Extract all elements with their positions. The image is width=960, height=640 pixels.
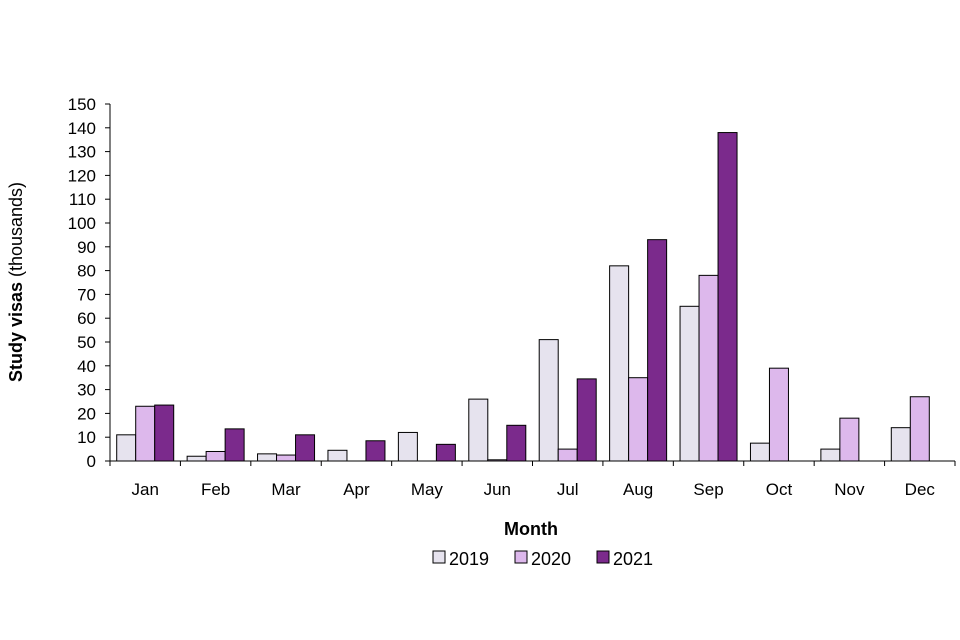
bar-2019-jun bbox=[468, 398, 489, 462]
y-tick-label: 100 bbox=[68, 214, 96, 233]
bar-2021-jul bbox=[576, 378, 597, 462]
bar-2021-mar bbox=[295, 434, 316, 462]
bar-2021-apr bbox=[365, 440, 386, 462]
y-tick-label: 0 bbox=[87, 452, 96, 471]
bar-2021-may bbox=[435, 443, 456, 462]
x-tick-label: Jan bbox=[131, 480, 158, 499]
bar-2019-nov bbox=[820, 448, 841, 462]
y-tick-label: 20 bbox=[77, 404, 96, 423]
y-tick-label: 90 bbox=[77, 238, 96, 257]
y-tick-label: 40 bbox=[77, 357, 96, 376]
x-tick-label: Jul bbox=[557, 480, 579, 499]
legend: 2019 2020 2021 bbox=[432, 549, 653, 569]
bar-2021-jun bbox=[506, 424, 527, 462]
x-axis-title: Month bbox=[504, 519, 558, 539]
x-tick-label: Mar bbox=[271, 480, 301, 499]
legend-label-2021: 2021 bbox=[613, 549, 653, 569]
bar-2019-may bbox=[397, 431, 418, 462]
x-tick-label: Apr bbox=[343, 480, 370, 499]
bar-2020-mar bbox=[276, 454, 297, 462]
x-tick-label: Feb bbox=[201, 480, 230, 499]
bar-2019-oct bbox=[749, 442, 770, 462]
y-tick-label: 30 bbox=[77, 381, 96, 400]
bar-2020-aug bbox=[628, 377, 649, 462]
bar-2019-feb bbox=[186, 455, 207, 462]
bar-2021-feb bbox=[224, 428, 245, 462]
x-tick-label: May bbox=[411, 480, 444, 499]
bar-2020-dec bbox=[909, 396, 930, 462]
legend-swatch-2019 bbox=[432, 550, 446, 564]
y-axis-title: Study visas (thousands) bbox=[6, 182, 26, 382]
legend-label-2020: 2020 bbox=[531, 549, 571, 569]
legend-swatch-2020 bbox=[514, 550, 528, 564]
x-tick-label: Nov bbox=[834, 480, 865, 499]
bar-2020-oct bbox=[768, 367, 789, 462]
y-axis-title-bold: Study visas bbox=[6, 282, 26, 382]
bar-2020-jan bbox=[135, 405, 156, 462]
y-tick-label: 120 bbox=[68, 166, 96, 185]
y-tick-label: 10 bbox=[77, 428, 96, 447]
x-tick-label: Oct bbox=[766, 480, 793, 499]
x-axis-ticks: Jan Feb Mar Apr May Jun Jul Aug Sep Oct Nov Dec bbox=[109, 461, 956, 499]
bar-2021-sep bbox=[717, 132, 738, 462]
bar-2019-sep bbox=[679, 305, 700, 462]
bar-2019-mar bbox=[257, 453, 278, 462]
x-tick-label: Sep bbox=[693, 480, 723, 499]
bar-2021-jan bbox=[154, 404, 175, 462]
bar-2020-sep bbox=[698, 274, 719, 462]
bar-2019-jan bbox=[116, 434, 137, 462]
y-tick-label: 150 bbox=[68, 95, 96, 114]
bar-2020-jul bbox=[557, 448, 578, 462]
bar-2019-dec bbox=[890, 427, 911, 462]
y-axis-ticks: 0 10 20 30 40 50 60 70 80 90 100 110 120 130 140 150 bbox=[68, 95, 110, 471]
y-tick-label: 60 bbox=[77, 309, 96, 328]
bar-2019-aug bbox=[609, 265, 630, 462]
y-tick-label: 50 bbox=[77, 333, 96, 352]
bar-2020-nov bbox=[839, 417, 860, 462]
x-tick-label: Dec bbox=[905, 480, 936, 499]
bar-2019-jul bbox=[538, 339, 559, 462]
legend-swatch-2021 bbox=[596, 550, 610, 564]
y-axis-title-units: (thousands) bbox=[6, 182, 26, 282]
bar-2019-apr bbox=[327, 449, 348, 462]
y-tick-label: 80 bbox=[77, 262, 96, 281]
y-tick-label: 70 bbox=[77, 285, 96, 304]
bars-group bbox=[116, 132, 930, 462]
bar-2020-feb bbox=[205, 450, 226, 462]
legend-label-2019: 2019 bbox=[449, 549, 489, 569]
y-tick-label: 110 bbox=[69, 190, 96, 209]
x-tick-label: Jun bbox=[484, 480, 511, 499]
y-tick-label: 140 bbox=[68, 119, 96, 138]
x-tick-label: Aug bbox=[623, 480, 653, 499]
bar-2021-aug bbox=[647, 239, 668, 462]
y-tick-label: 130 bbox=[68, 143, 96, 162]
